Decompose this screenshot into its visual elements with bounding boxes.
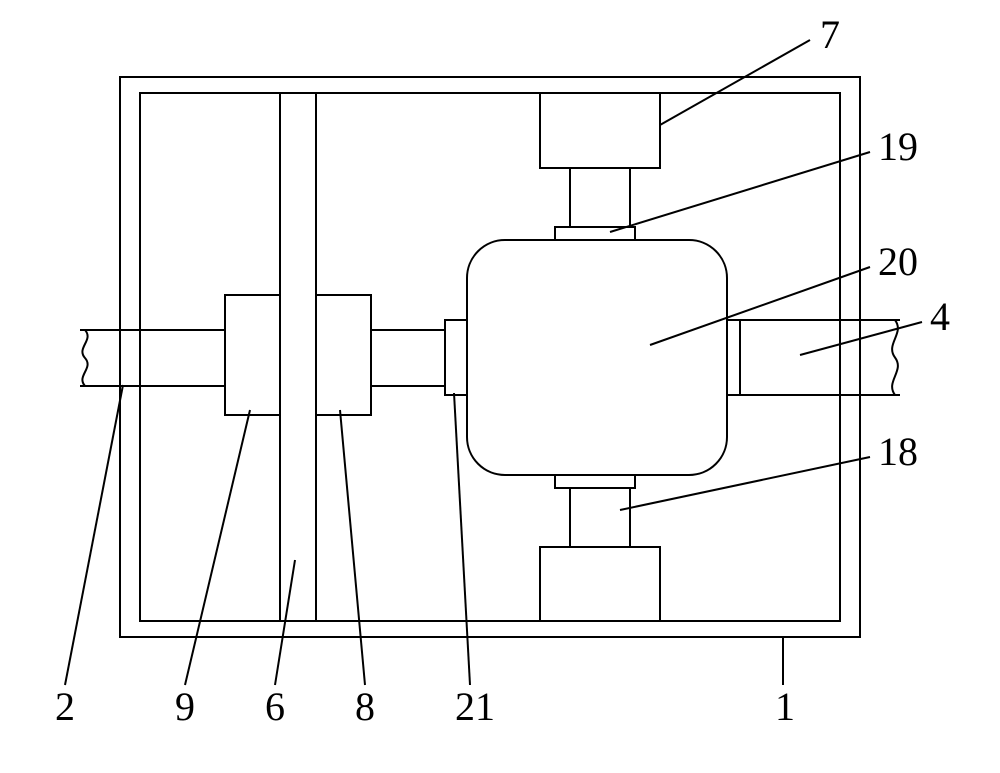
callout-label-7: 7 bbox=[820, 12, 840, 57]
callout-label-4: 4 bbox=[930, 294, 950, 339]
callout-label-21: 21 bbox=[455, 684, 495, 729]
callout-label-19: 19 bbox=[878, 124, 918, 169]
callout-label-6: 6 bbox=[265, 684, 285, 729]
callout-label-18: 18 bbox=[878, 429, 918, 474]
callout-label-8: 8 bbox=[355, 684, 375, 729]
callout-label-20: 20 bbox=[878, 239, 918, 284]
callout-label-1: 1 bbox=[775, 684, 795, 729]
callout-label-2: 2 bbox=[55, 684, 75, 729]
callout-label-9: 9 bbox=[175, 684, 195, 729]
